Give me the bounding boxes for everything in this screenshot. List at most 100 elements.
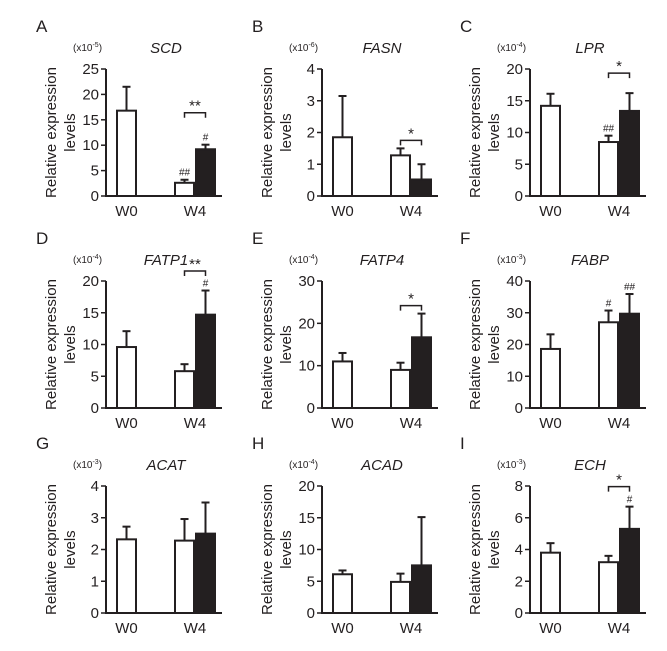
significance-mark: # [203, 133, 209, 144]
chart-title: LPR [575, 40, 604, 57]
multiplier-exponent: -4 [308, 459, 314, 466]
significance-mark: ## [179, 168, 191, 179]
panel-letter: B [252, 17, 263, 36]
panel-letter: F [460, 229, 470, 248]
y-tick-label: 8 [515, 478, 523, 495]
multiplier-base: (x10 [289, 43, 309, 54]
bar-white [598, 321, 619, 409]
y-tick-label: 15 [82, 305, 99, 322]
y-tick-label: 20 [506, 61, 523, 78]
panel-letter: H [252, 434, 264, 453]
multiplier-base: (x10 [73, 43, 93, 54]
bracket-label: * [616, 58, 622, 75]
bar-white [116, 538, 137, 615]
y-tick-label: 4 [307, 61, 315, 78]
panel-letter: E [252, 229, 263, 248]
bar-white [390, 580, 411, 615]
y-tick-label: 4 [515, 542, 523, 559]
y-tick-label: 10 [298, 358, 315, 375]
significance-mark: # [606, 299, 612, 310]
y-tick-label: 20 [82, 273, 99, 290]
multiplier-exponent: -3 [516, 254, 522, 261]
x-tick-label: W0 [115, 620, 138, 637]
bar-white [390, 154, 411, 197]
x-tick-label: W4 [608, 203, 631, 220]
bar-black [619, 527, 640, 614]
x-tick-label: W0 [115, 203, 138, 220]
bar-white [116, 346, 137, 410]
panel-f: F FABP (x10-3) Relative expression levels 0 10… [460, 229, 646, 432]
y-tick-label: 30 [506, 305, 523, 322]
multiplier-exponent: -3 [92, 459, 98, 466]
bar-white [174, 370, 195, 410]
axis-multiplier: (x10-3) [73, 459, 102, 471]
bar-white [332, 360, 353, 409]
significance-bracket [183, 270, 207, 276]
multiplier-base: (x10 [73, 255, 93, 266]
y-tick-label: 1 [307, 156, 315, 173]
axis-multiplier: (x10-4) [289, 459, 318, 471]
x-tick-label: W4 [184, 415, 207, 432]
bar-black [195, 532, 216, 614]
bar-white [598, 141, 619, 197]
x-tick-label: W0 [331, 415, 354, 432]
multiplier-base: (x10 [497, 43, 517, 54]
y-tick-label: 5 [91, 368, 99, 385]
multiplier-exponent: -5 [92, 42, 98, 49]
y-tick-label: 10 [506, 368, 523, 385]
multiplier-close: ) [99, 255, 102, 266]
axis-multiplier: (x10-5) [73, 42, 102, 54]
significance-mark: ## [603, 124, 615, 135]
panel-b: B FASN (x10-6) Relative expression levels 0 1 2… [252, 17, 438, 220]
axis-multiplier: (x10-3) [497, 254, 526, 266]
axis-multiplier: (x10-4) [497, 42, 526, 54]
y-axis-label-line2: levels [486, 530, 503, 568]
y-tick-label: 0 [307, 188, 315, 205]
bracket-label: * [408, 125, 414, 142]
bar-white [116, 109, 137, 197]
panel-letter: G [36, 434, 49, 453]
axis-multiplier: (x10-6) [289, 42, 318, 54]
y-tick-label: 10 [82, 337, 99, 354]
y-tick-label: 2 [91, 542, 99, 559]
y-axis-label: Relative expression [43, 484, 60, 615]
x-tick-label: W4 [400, 415, 423, 432]
multiplier-base: (x10 [289, 255, 309, 266]
panel-d: D FATP1 (x10-4) Relative expression levels 0 5… [36, 229, 222, 432]
bar-black [195, 148, 216, 198]
chart-title: ECH [574, 457, 606, 474]
y-axis-label-line2: levels [486, 325, 503, 363]
bar-white [540, 551, 561, 614]
chart-title: ACAD [360, 457, 403, 474]
x-tick-label: W0 [539, 415, 562, 432]
y-tick-label: 10 [298, 542, 315, 559]
multiplier-close: ) [523, 255, 526, 266]
multiplier-base: (x10 [497, 460, 517, 471]
multiplier-close: ) [99, 43, 102, 54]
y-tick-label: 25 [82, 61, 99, 78]
y-axis-label: Relative expression [259, 484, 276, 615]
panel-h: H ACAD (x10-4) Relative expression levels 0 5 1… [252, 434, 438, 637]
y-tick-label: 4 [91, 478, 99, 495]
y-axis-label: Relative expression [259, 279, 276, 410]
y-axis-label-line2: levels [278, 113, 295, 151]
x-tick-label: W0 [115, 415, 138, 432]
y-tick-label: 0 [307, 400, 315, 417]
multiplier-close: ) [523, 43, 526, 54]
x-tick-label: W4 [400, 203, 423, 220]
multiplier-close: ) [99, 460, 102, 471]
panel-e: E FATP4 (x10-4) Relative expression levels 0 1… [252, 229, 438, 432]
y-axis-label-line2: levels [486, 113, 503, 151]
bar-white [332, 136, 353, 197]
y-tick-label: 20 [506, 337, 523, 354]
bar-black [411, 564, 432, 614]
x-tick-label: W0 [539, 620, 562, 637]
significance-bracket [607, 72, 631, 79]
y-axis-label: Relative expression [467, 279, 484, 410]
bracket-label: * [408, 291, 414, 308]
y-axis-label-line2: levels [278, 325, 295, 363]
bar-black [411, 336, 432, 410]
axis-multiplier: (x10-4) [73, 254, 102, 266]
panel-letter: A [36, 17, 48, 36]
bar-black [411, 178, 432, 198]
